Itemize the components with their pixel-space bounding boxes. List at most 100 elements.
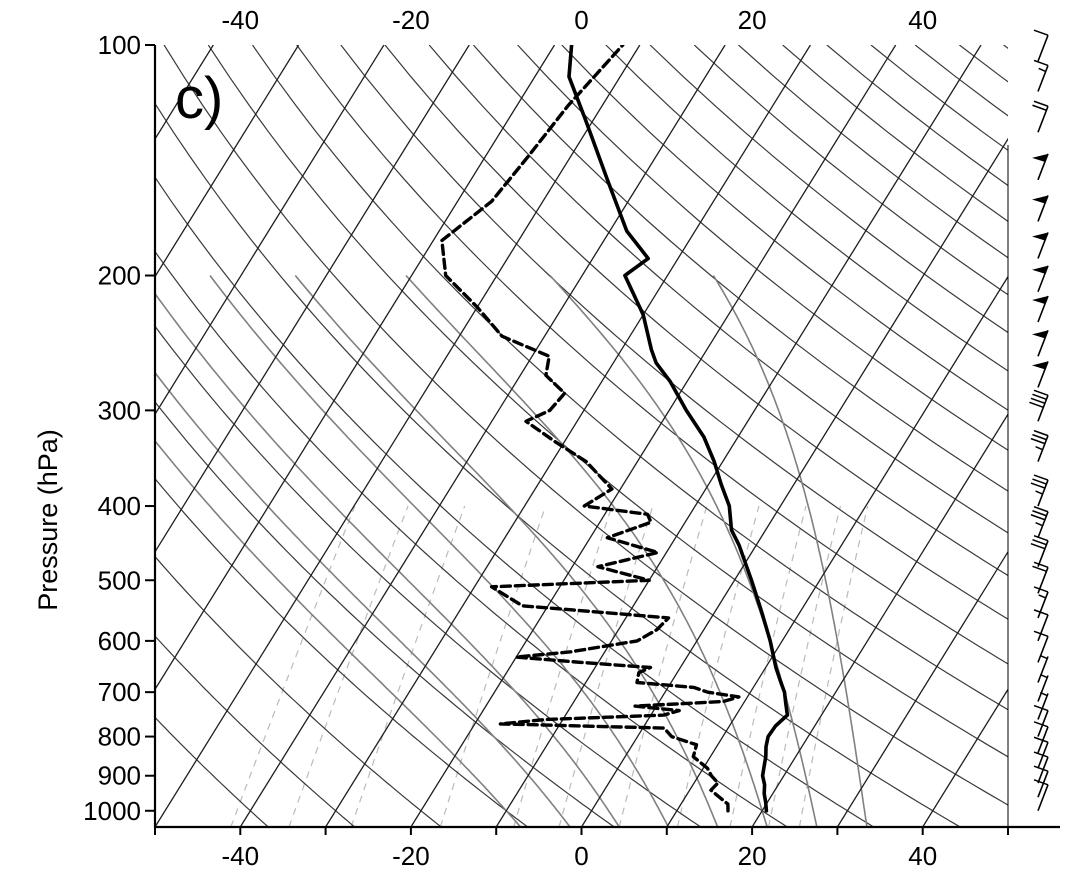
barb-half (1038, 67, 1046, 73)
barb-staff (1037, 65, 1049, 92)
barb-flag (1032, 195, 1048, 204)
dry-adiabat (155, 635, 356, 827)
barb-staff (1037, 591, 1049, 619)
axes: 1002003004005006007008009001000-40-40-20… (83, 5, 1060, 871)
wind-barb (1037, 654, 1049, 683)
moist-adiabat (712, 275, 868, 827)
isotherm (155, 45, 556, 691)
isotherm (155, 45, 641, 827)
isotherm (155, 45, 470, 554)
dry-adiabat (1048, 45, 1076, 827)
dry-adiabat (384, 45, 1008, 577)
isotherm (922, 688, 1008, 827)
x-tick-label-top: 0 (574, 5, 588, 35)
dry-adiabat (472, 45, 1008, 492)
mixing-ratio-line (288, 505, 409, 827)
mixing-ratio-line (513, 505, 613, 827)
barb-staff (1037, 330, 1049, 357)
barb-flag (1032, 330, 1048, 339)
dry-adiabat (605, 45, 1008, 372)
panel-label: c) (175, 66, 223, 131)
mixing-ratio-line (350, 505, 466, 827)
barb-full (1033, 100, 1049, 107)
dry-adiabat (296, 45, 1008, 665)
barb-flag (1032, 153, 1048, 162)
barb-staff (1037, 784, 1049, 812)
barb-full (1033, 765, 1049, 772)
barb-flag (1032, 265, 1048, 274)
barb-flag (1032, 361, 1048, 370)
barb-half (1038, 594, 1046, 599)
x-tick-label-bottom: 20 (738, 841, 767, 871)
dry-adiabat (155, 555, 442, 827)
moist-adiabat (155, 371, 571, 827)
isotherm (155, 45, 300, 278)
dry-adiabat (207, 45, 1008, 758)
wind-barb (1033, 736, 1049, 769)
barb-full (1033, 561, 1049, 569)
y-axis-label: Pressure (hPa) (33, 429, 63, 611)
dry-adiabat (1003, 45, 1008, 49)
y-tick-label: 600 (98, 626, 141, 656)
barb-full (1033, 429, 1049, 437)
barb-full (1030, 542, 1046, 550)
wind-barb (1033, 59, 1049, 92)
isotherm (325, 45, 811, 827)
barb-staff (1037, 710, 1049, 737)
dry-adiabat (163, 45, 1008, 806)
y-tick-label: 200 (98, 261, 141, 291)
dry-adiabat (959, 45, 1008, 83)
wind-barb (1030, 429, 1049, 462)
barb-full (1033, 59, 1049, 67)
wind-barb (1030, 474, 1049, 507)
barb-staff (1037, 361, 1049, 388)
y-tick-label: 500 (98, 565, 141, 595)
wind-barb (1033, 704, 1049, 737)
isotherm (410, 45, 897, 827)
barb-staff (1037, 693, 1049, 720)
y-tick-label: 700 (98, 677, 141, 707)
barb-full (1033, 609, 1049, 616)
wind-barbs (1029, 29, 1049, 812)
wind-barb (1032, 330, 1049, 357)
barb-full (1033, 474, 1049, 481)
isotherm (666, 275, 1008, 827)
wind-barb (1032, 295, 1049, 323)
barb-full (1033, 721, 1049, 728)
barb-full (1033, 779, 1049, 786)
dry-adiabat (826, 45, 1008, 187)
y-tick-label: 1000 (83, 796, 141, 826)
wind-barb (1030, 506, 1049, 539)
moist-adiabat (549, 274, 818, 827)
barb-staff (1037, 614, 1049, 642)
barb-full (1032, 478, 1047, 485)
isotherm (155, 45, 385, 416)
y-tick-label: 100 (98, 30, 141, 60)
mixing-ratio-line (676, 505, 760, 827)
mixing-ratio-line (798, 505, 869, 827)
dewpoint-profile (440, 45, 741, 813)
moist-adiabat (209, 275, 670, 827)
dry-adiabat (517, 45, 1008, 451)
dry-adiabat (155, 325, 702, 827)
y-tick-label: 300 (98, 395, 141, 425)
wind-barb (1032, 195, 1049, 222)
dry-adiabat (155, 102, 961, 827)
mixing-ratio-line (729, 505, 807, 827)
x-tick-label-top: -40 (222, 5, 260, 35)
isotherm (0, 45, 128, 827)
mixing-ratio-line (768, 505, 841, 827)
mixing-ratio-line (230, 505, 356, 827)
dry-adiabat (155, 716, 269, 827)
x-tick-label-bottom: -20 (392, 841, 430, 871)
moist-adiabat (405, 274, 768, 827)
wind-barb (1033, 29, 1049, 62)
barb-full (1033, 389, 1049, 396)
wind-barb (1032, 561, 1049, 594)
barb-staff (1037, 232, 1049, 259)
wind-barb (1029, 389, 1049, 422)
isotherm (836, 550, 1008, 827)
x-tick-label-bottom: -40 (222, 841, 260, 871)
